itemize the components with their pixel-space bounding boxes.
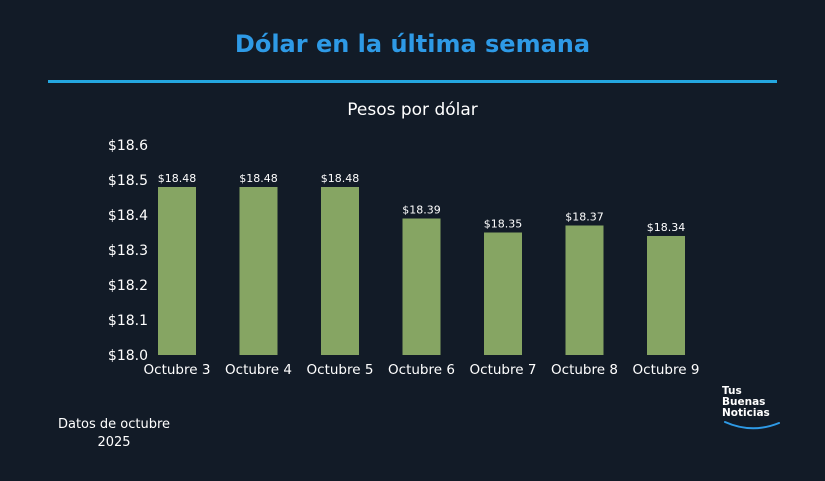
- bar: [239, 187, 278, 355]
- y-tick-label: $18.1: [108, 313, 148, 329]
- data-label: $18.37: [565, 211, 604, 224]
- brand-logo: Tus Buenas Noticias: [722, 386, 784, 436]
- logo-text-line-3: Noticias: [722, 407, 770, 419]
- y-tick-label: $18.2: [108, 278, 148, 294]
- y-tick-label: $18.0: [108, 348, 148, 364]
- data-label: $18.48: [321, 172, 360, 185]
- data-label: $18.48: [239, 172, 278, 185]
- bar: [647, 236, 685, 355]
- bar: [402, 218, 441, 355]
- data-label: $18.34: [647, 221, 686, 234]
- title-divider: [48, 80, 777, 83]
- chart-title-header: Dólar en la última semana: [234, 30, 591, 58]
- data-footnote: Datos de octubre 2025: [50, 416, 178, 452]
- logo-arc-icon: [724, 421, 780, 430]
- x-tick-label: Octubre 5: [307, 362, 374, 378]
- footnote-line-1: Datos de octubre: [57, 417, 171, 432]
- x-tick-label: Octubre 8: [551, 362, 618, 378]
- chart-subtitle: Pesos por dólar: [347, 100, 478, 120]
- x-tick-label: Octubre 7: [470, 362, 537, 378]
- bar: [484, 232, 522, 355]
- footnote-line-2: 2025: [97, 435, 131, 450]
- data-label: $18.48: [158, 172, 197, 185]
- y-tick-label: $18.4: [108, 208, 148, 224]
- data-label: $18.39: [402, 204, 441, 217]
- data-label: $18.35: [484, 218, 523, 231]
- logo-text-line-2: Buenas: [722, 396, 766, 408]
- x-tick-label: Octubre 6: [388, 362, 455, 378]
- x-tick-label: Octubre 9: [633, 362, 700, 378]
- bar: [321, 187, 359, 355]
- bar: [158, 187, 196, 355]
- x-tick-label: Octubre 3: [144, 362, 211, 378]
- y-tick-label: $18.3: [108, 243, 148, 259]
- y-tick-label: $18.6: [108, 138, 148, 154]
- x-tick-label: Octubre 4: [225, 362, 292, 378]
- bar: [565, 225, 604, 355]
- y-tick-label: $18.5: [108, 173, 148, 189]
- logo-text-line-1: Tus: [722, 385, 742, 397]
